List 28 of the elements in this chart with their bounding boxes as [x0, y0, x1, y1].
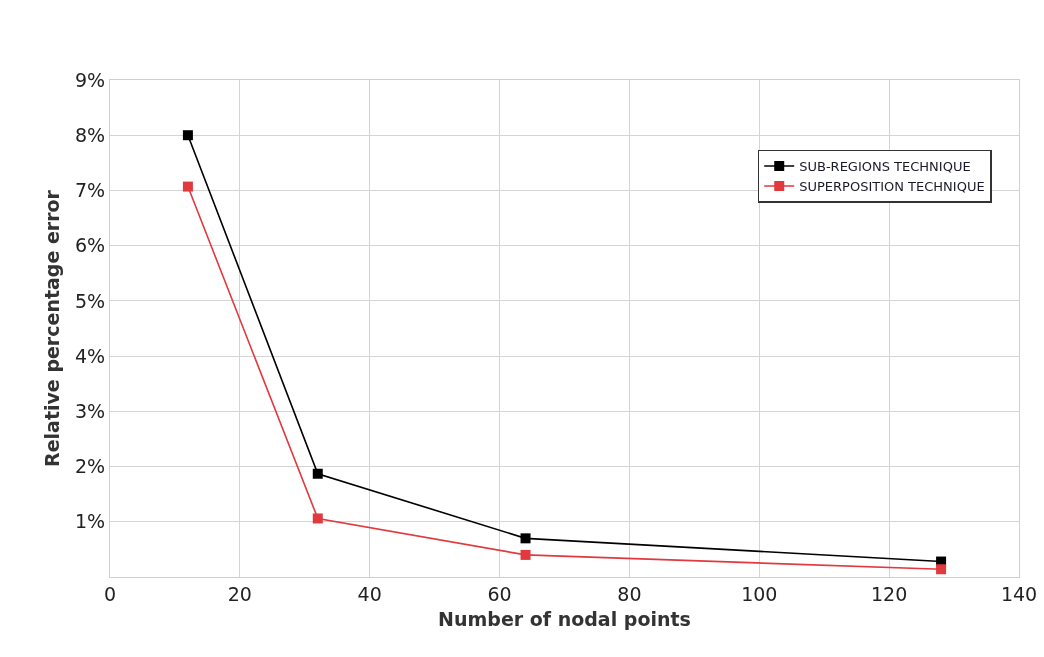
- y-tick-label: 2%: [75, 455, 106, 478]
- y-tick-label: 6%: [75, 234, 106, 257]
- point: [520, 549, 531, 560]
- x-tick-label: 80: [617, 582, 642, 605]
- x-tick-label: 100: [741, 582, 778, 605]
- x-tick-label: 60: [487, 582, 512, 605]
- legend-label: SUPERPOSITION TECHNIQUE: [799, 179, 985, 194]
- y-tick-label: 4%: [75, 344, 106, 367]
- x-tick-label: 0: [103, 582, 117, 605]
- point: [936, 564, 947, 575]
- y-tick-label: 1%: [75, 510, 106, 533]
- x-tick-label: 40: [357, 582, 382, 605]
- point: [312, 468, 323, 479]
- x-axis-title: Number of nodal points: [438, 607, 691, 630]
- y-tick-label: 7%: [75, 179, 106, 202]
- y-tick-label: 9%: [75, 68, 106, 91]
- point: [182, 130, 193, 141]
- y-tick-label: 3%: [75, 399, 106, 422]
- point: [182, 181, 193, 192]
- legend-label: SUB-REGIONS TECHNIQUE: [799, 159, 971, 175]
- y-axis-title: Relative percentage error: [40, 189, 63, 467]
- x-tick-label: 120: [871, 582, 908, 605]
- point: [520, 533, 531, 544]
- x-tick-label: 20: [227, 582, 252, 605]
- y-tick-label: 5%: [75, 289, 106, 312]
- y-tick-label: 8%: [75, 123, 106, 146]
- x-tick-label: 140: [1000, 582, 1038, 605]
- point: [312, 513, 323, 524]
